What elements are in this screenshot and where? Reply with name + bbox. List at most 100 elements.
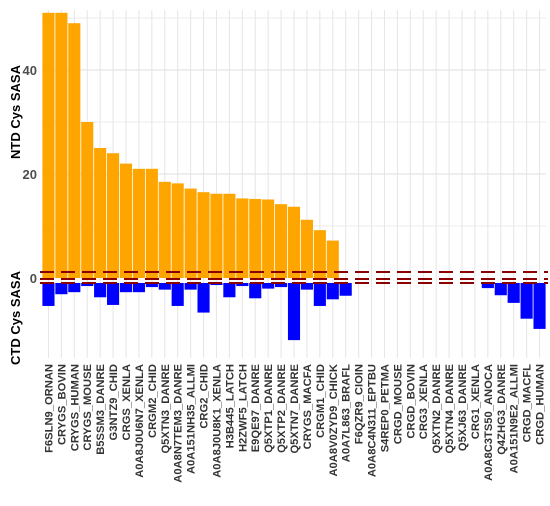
x-category-label: F6QZR9_CIOIN xyxy=(354,364,366,444)
y-axis-title-top: NTD Cys SASA xyxy=(8,64,23,159)
ctd-bar xyxy=(262,283,275,289)
ntd-bar xyxy=(262,199,275,278)
threshold-lines xyxy=(40,271,548,284)
x-category-label: CRYGS_HUMAN xyxy=(69,364,81,451)
ntd-bar xyxy=(119,163,133,278)
x-category-label: A0A8N7TEM3_DANRE xyxy=(173,363,185,482)
ctd-bar xyxy=(275,283,288,288)
ctd-bar xyxy=(158,283,171,290)
x-category-label: CRGM1_CHID xyxy=(315,364,327,438)
ntd-bar xyxy=(300,219,313,278)
x-category-label: H3B445_LATCH xyxy=(224,364,236,448)
x-category-label: CRYGS_MOUSE xyxy=(82,363,94,450)
ntd-bar xyxy=(249,198,262,278)
ntd-bar xyxy=(184,188,197,278)
x-category-label: A0A151N9E2_ALLMI xyxy=(509,364,521,473)
y-tick-label: 0 xyxy=(30,271,37,286)
ntd-bar xyxy=(158,181,171,278)
ntd-bar xyxy=(81,122,94,278)
y-tick-label: 40 xyxy=(23,63,37,78)
ctd-bar xyxy=(326,283,339,300)
x-category-label: CRGD_HUMAN xyxy=(535,364,547,445)
ctd-bar xyxy=(481,283,494,289)
ntd-bar xyxy=(275,204,288,278)
x-category-label: E9QE97_DANRE xyxy=(250,363,262,452)
x-category-label: Q5XTP1_DANRE xyxy=(263,363,275,452)
x-category-label: A0A8C3TS50_ANOCA xyxy=(483,364,495,481)
ctd-bar xyxy=(287,283,301,341)
ctd-bar xyxy=(94,283,107,298)
x-category-label: Q5XTN7_DANRE xyxy=(289,363,301,453)
ctd-bar xyxy=(300,283,313,290)
ntd-bar xyxy=(287,206,301,278)
x-category-label: CRYGS_MACFA xyxy=(302,364,314,449)
ntd-bars xyxy=(42,12,339,279)
x-category-label: CRGM2_CHID xyxy=(147,364,159,438)
ctd-bar xyxy=(210,283,223,286)
ctd-bar xyxy=(171,283,184,306)
y-tick-labels: 0 20 40 xyxy=(23,63,37,286)
x-category-label: A0A8J0U6N7_XENLA xyxy=(134,364,146,478)
x-category-label: Q5XJ63_DANRE xyxy=(457,363,469,451)
x-category-label: CRGD_BOVIN xyxy=(405,364,417,439)
ctd-bar xyxy=(249,283,262,299)
ctd-bar xyxy=(339,283,352,296)
x-category-label: F6SLN9_ORNAN xyxy=(43,364,55,453)
x-category-label: A0A151NH35_ALLMI xyxy=(186,364,198,474)
x-category-label: CRG3_XENLA xyxy=(418,364,430,439)
ctd-bar xyxy=(507,283,520,303)
ctd-bar xyxy=(55,283,68,295)
x-category-label: B5SSM3_DANRE xyxy=(95,363,107,454)
ntd-bar xyxy=(197,192,210,278)
x-category-labels: F6SLN9_ORNAN CRYGS_BOVIN CRYGS_HUMAN CRYGS_… xyxy=(43,363,546,482)
y-tick-label: 20 xyxy=(23,167,37,182)
ctd-bars xyxy=(42,283,546,341)
ctd-bar xyxy=(184,283,197,290)
x-category-label: Q5XTN2_DANRE xyxy=(431,363,443,453)
ctd-bar xyxy=(119,283,133,293)
ntd-bar xyxy=(145,168,158,278)
ctd-bar xyxy=(132,283,145,293)
x-category-label: H2ZWF5_LATCH xyxy=(237,364,249,452)
ctd-bar xyxy=(223,283,236,298)
ctd-bar xyxy=(107,283,120,305)
ntd-bar xyxy=(236,198,249,278)
x-category-label: S4REP0_PETMA xyxy=(379,364,391,452)
x-category-label: CRYGS_BOVIN xyxy=(56,364,68,445)
ntd-bar xyxy=(94,148,107,278)
ctd-bar xyxy=(81,283,94,287)
ctd-bar xyxy=(236,283,249,287)
ntd-bar xyxy=(55,12,68,279)
ntd-bar xyxy=(132,168,145,278)
x-category-label: CRGD_MACFL xyxy=(522,364,534,442)
ntd-bar xyxy=(326,240,339,278)
ctd-bar xyxy=(313,283,326,306)
ctd-bar xyxy=(197,283,210,313)
ctd-bar xyxy=(42,283,55,306)
ctd-bar xyxy=(145,283,158,288)
ntd-bar xyxy=(42,12,55,279)
ntd-bar xyxy=(107,153,120,278)
x-category-label: A0A8V0ZYD9_CHICK xyxy=(328,364,340,477)
ntd-bar xyxy=(223,193,236,278)
x-category-label: Q5XTN4_DANRE xyxy=(444,363,456,453)
x-category-label: CRGD_MOUSE xyxy=(392,363,404,444)
ctd-bar xyxy=(68,283,81,293)
x-category-label: G3NTZ9_CHID xyxy=(108,364,120,440)
x-category-label: Q5XTP2_DANRE xyxy=(276,363,288,452)
x-category-label: A0A7L863_BRAFL xyxy=(341,364,353,462)
x-category-label: CRGS_XENLA xyxy=(121,364,133,440)
ntd-bar xyxy=(171,183,184,278)
ntd-bar xyxy=(68,23,81,279)
y-axis-title-bottom: CTD Cys SASA xyxy=(8,270,23,365)
ctd-bar xyxy=(520,283,533,319)
x-category-label: Q4ZHG3_DANRE xyxy=(496,363,508,454)
x-category-label: A0A8J0U8K1_XENLA xyxy=(211,364,223,478)
ctd-bar xyxy=(494,283,507,296)
x-category-label: CRG1_XENLA xyxy=(470,364,482,439)
ctd-bar xyxy=(533,283,546,329)
ntd-bar xyxy=(210,193,223,278)
ntd-bar xyxy=(313,230,326,278)
